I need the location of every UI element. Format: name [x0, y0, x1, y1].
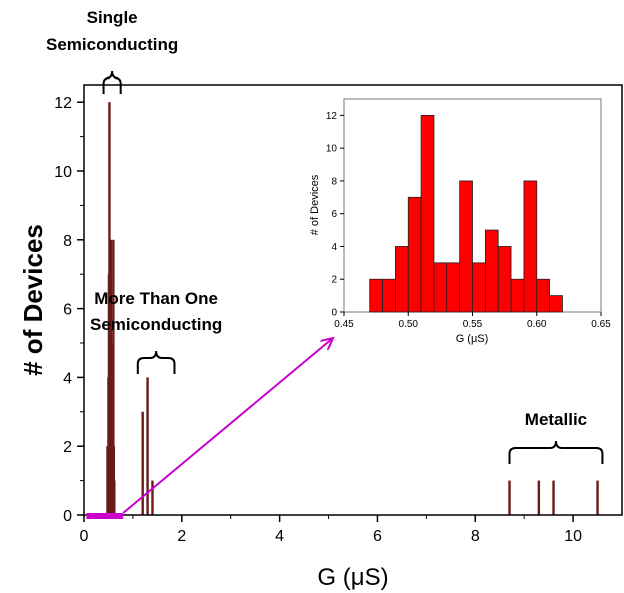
inset-x-tick-label: 0.55	[463, 319, 483, 330]
annotation-label: Single	[87, 8, 138, 27]
main-x-tick-label: 2	[177, 528, 186, 545]
annotation-label: Semiconducting	[46, 35, 178, 54]
main-x-tick-label: 6	[373, 528, 382, 545]
main-y-tick-label: 10	[54, 164, 72, 181]
annotation-label: Semiconducting	[90, 315, 222, 334]
main-bar	[112, 239, 115, 516]
main-x-axis-label: G (μS)	[317, 564, 388, 591]
inset-y-axis-label: # of Devices	[309, 174, 321, 235]
main-bar	[537, 480, 541, 515]
inset-y-tick-label: 10	[326, 144, 338, 155]
zoom-range-marker	[86, 513, 124, 519]
main-plot-frame	[83, 84, 623, 516]
main-x-tick-label: 0	[80, 528, 89, 545]
main-x-tick-label: 4	[275, 528, 284, 545]
main-bar	[151, 480, 154, 515]
inset-x-tick-label: 0.50	[399, 319, 419, 330]
inset-bar	[369, 278, 383, 313]
main-y-tick-label: 2	[63, 439, 72, 456]
main-y-tick-label: 8	[63, 233, 72, 250]
inset-x-ticks: 0.45 0.50 0.55 0.60 0.65	[334, 312, 611, 330]
inset-bar	[497, 246, 512, 313]
main-x-tick-label: 8	[471, 528, 480, 545]
main-x-ticks: 0 2 4 6 8 10	[80, 515, 582, 545]
inset-x-tick-label: 0.60	[527, 319, 547, 330]
inset-bar	[459, 180, 473, 313]
annotation-label: More Than One	[94, 289, 218, 308]
main-y-ticks: 0 2 4 6 8 10 12	[54, 95, 84, 525]
inset-bar	[472, 262, 486, 313]
inset-y-tick-label: 4	[331, 242, 337, 253]
inset-bar	[433, 262, 448, 313]
main-y-tick-label: 4	[63, 370, 72, 387]
main-bar	[508, 480, 511, 515]
inset-bar	[407, 196, 422, 313]
annotation-brace	[102, 70, 122, 94]
inset-bar	[510, 278, 525, 313]
inset-chart: 0.45 0.50 0.55 0.60 0.65 0 2 4 6 8 10 12 G (μS) # …	[309, 98, 611, 345]
inset-bars	[369, 114, 563, 313]
annotation-brace	[136, 350, 176, 374]
main-y-axis-label: # of Devices	[18, 224, 48, 376]
main-annotations: Single Semiconducting More Than One Semicon…	[46, 8, 604, 464]
inset-bar	[420, 114, 435, 313]
main-bars	[106, 102, 599, 516]
inset-bar	[549, 295, 563, 313]
inset-y-tick-label: 6	[331, 209, 337, 220]
inset-y-tick-label: 0	[331, 308, 337, 319]
inset-bar	[523, 180, 538, 313]
main-bar	[146, 377, 149, 515]
inset-y-ticks: 0 2 4 6 8 10 12	[326, 111, 344, 319]
zoom-indicator	[86, 338, 333, 519]
inset-bar	[382, 278, 396, 313]
inset-x-tick-label: 0.45	[334, 319, 354, 330]
annotation-label: Metallic	[525, 410, 587, 429]
inset-x-tick-label: 0.65	[591, 319, 611, 330]
inset-y-tick-label: 2	[331, 275, 337, 286]
inset-y-tick-label: 12	[326, 111, 338, 122]
main-y-tick-label: 12	[54, 95, 72, 112]
main-bar	[552, 480, 555, 515]
inset-y-tick-label: 8	[331, 176, 337, 187]
inset-bar	[446, 262, 461, 313]
main-bar	[141, 411, 144, 515]
main-bar	[113, 480, 116, 515]
main-chart: 0 2 4 6 8 10 0 2 4 6 8 10 12 G (μS) # of Devices Si…	[18, 8, 623, 591]
main-y-tick-label: 6	[63, 302, 72, 319]
zoom-arrow	[122, 338, 333, 514]
main-bar	[108, 102, 111, 515]
inset-bar	[536, 278, 550, 313]
inset-bar	[394, 246, 409, 313]
main-x-tick-label: 10	[564, 528, 582, 545]
inset-bar	[484, 229, 499, 313]
inset-x-axis-label: G (μS)	[456, 333, 489, 345]
main-y-tick-label: 0	[63, 508, 72, 525]
main-bar	[596, 480, 599, 515]
annotation-brace	[508, 440, 604, 464]
